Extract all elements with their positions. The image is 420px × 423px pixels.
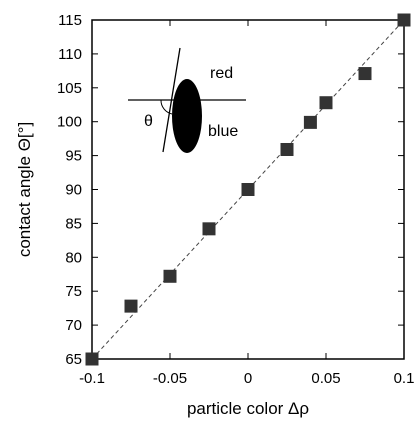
inset-label-blue: blue [208, 123, 238, 140]
data-point [163, 269, 177, 283]
data-point [319, 96, 333, 110]
contact-line [162, 47, 181, 153]
data-point [85, 352, 99, 366]
y-tick-label: 90 [65, 182, 82, 199]
particle-ellipse [172, 79, 202, 153]
data-point [280, 142, 294, 156]
x-tick-label: -0.05 [153, 370, 187, 387]
y-tick-label: 115 [58, 12, 82, 29]
y-tick-label: 95 [65, 148, 82, 165]
y-tick-label: 75 [65, 283, 82, 300]
y-tick-label: 65 [65, 351, 82, 368]
x-tick-label: 0.1 [394, 370, 415, 387]
y-tick-label: 100 [57, 114, 82, 131]
y-axis-title: contact angle Θ[°] [15, 122, 34, 257]
tick-labels: -0.1 -0.05 0 0.05 0.1 65 70 75 80 85 90 95 100 105 110… [57, 12, 414, 387]
inset-label-theta: θ [144, 113, 153, 130]
y-tick-label: 70 [65, 317, 82, 334]
data-point [241, 183, 255, 196]
data-point [124, 299, 138, 313]
y-tick-label: 85 [65, 215, 82, 232]
x-tick-label: 0.05 [311, 370, 340, 387]
data-point [303, 115, 317, 129]
data-point [358, 67, 372, 81]
x-tick-label: -0.1 [79, 370, 105, 387]
x-axis-title: particle color Δρ [187, 399, 309, 418]
data-point [397, 13, 411, 27]
y-tick-label: 80 [65, 249, 82, 266]
y-tick-label: 105 [57, 80, 82, 97]
inset-diagram: red blue θ [128, 47, 246, 153]
y-tick-label: 110 [58, 46, 82, 63]
inset-label-red: red [210, 65, 233, 82]
data-point [202, 222, 216, 236]
data-points [85, 13, 411, 366]
angle-arc [160, 99, 173, 115]
x-tick-label: 0 [244, 370, 252, 387]
